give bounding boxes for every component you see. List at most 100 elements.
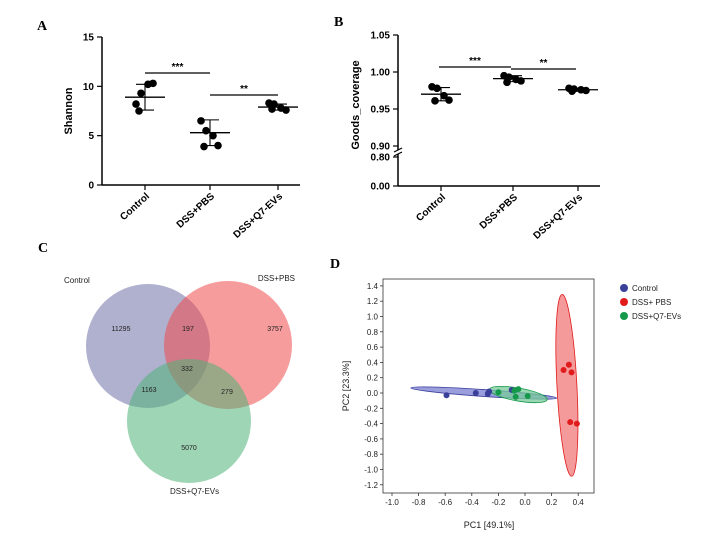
y-tick-label: -0.4 xyxy=(364,420,378,429)
data-point xyxy=(440,91,448,100)
data-point xyxy=(445,96,453,104)
data-point xyxy=(524,393,531,400)
x-axis-title: PC1 [49.1%] xyxy=(464,520,515,530)
data-point xyxy=(200,142,208,151)
x-tick-label: -0.8 xyxy=(412,498,426,507)
data-point xyxy=(573,420,580,427)
data-point xyxy=(282,106,290,114)
x-tick-label: -0.6 xyxy=(438,498,452,507)
data-point xyxy=(503,78,511,87)
x-tick-label: 0.0 xyxy=(519,498,531,507)
x-tick-label: -1.0 xyxy=(385,498,399,507)
x-tick-label: 0.2 xyxy=(546,498,558,507)
data-point xyxy=(495,389,502,396)
y-tick-label: 1.0 xyxy=(367,313,379,322)
venn-region-count: 3757 xyxy=(267,326,283,333)
data-point xyxy=(517,77,525,85)
y-tick-label: 5 xyxy=(88,131,94,142)
data-point xyxy=(214,141,222,150)
data-point xyxy=(202,126,210,135)
confidence-ellipse xyxy=(555,294,579,477)
y-tick-label: -1.0 xyxy=(364,466,378,475)
y-tick-label: 0.0 xyxy=(367,389,379,398)
legend-swatch xyxy=(620,312,628,320)
y-tick-label: 0 xyxy=(88,181,94,192)
y-tick-label: 0.6 xyxy=(367,343,379,352)
legend: Control DSS+ PBS DSS+Q7-EVs xyxy=(620,284,681,321)
venn-set-label: DSS+PBS xyxy=(258,274,295,283)
data-point xyxy=(431,97,439,105)
y-tick-label: 0.95 xyxy=(371,105,391,116)
y-tick-label: 10 xyxy=(83,82,95,93)
y-tick-label: 0.80 xyxy=(371,153,391,164)
axis-break-mark xyxy=(393,147,403,153)
data-point xyxy=(443,392,450,399)
venn-circle xyxy=(127,359,251,483)
venn-region-count: 332 xyxy=(181,366,193,373)
x-tick-label: -0.2 xyxy=(492,498,506,507)
y-tick-label: 0.4 xyxy=(367,358,379,367)
significance-label: *** xyxy=(469,56,481,67)
venn-region-count: 279 xyxy=(221,389,233,396)
y-tick-label: 1.2 xyxy=(367,297,379,306)
data-point xyxy=(512,393,519,400)
data-point xyxy=(486,388,493,395)
axis-break-mark xyxy=(393,151,403,157)
y-tick-label: 0.90 xyxy=(371,142,391,153)
venn-set-label: Control xyxy=(64,276,90,285)
panel-letter-c: C xyxy=(38,241,48,256)
data-point xyxy=(268,105,276,113)
legend-swatch xyxy=(620,284,628,292)
legend-label: DSS+ PBS xyxy=(632,298,671,307)
significance-label: ** xyxy=(540,58,548,69)
legend-swatch xyxy=(620,298,628,306)
y-tick-label: -1.2 xyxy=(364,481,378,490)
data-point xyxy=(433,84,441,93)
y-axis-title: PC2 [23.3%] xyxy=(341,361,351,412)
data-point xyxy=(135,107,143,115)
x-tick-label: 0.4 xyxy=(573,498,585,507)
panel-letter-a: A xyxy=(37,19,48,34)
y-tick-label: 15 xyxy=(83,33,95,44)
data-point xyxy=(137,89,145,98)
y-tick-label: 0.00 xyxy=(371,182,391,193)
data-point xyxy=(582,86,590,95)
y-tick-label: -0.6 xyxy=(364,435,378,444)
data-point xyxy=(132,100,140,108)
panel-c-venn-diagram: Control DSS+PBS DSS+Q7-EVs 11295 3757 5070 197… xyxy=(64,274,295,496)
venn-region-count: 5070 xyxy=(181,445,197,452)
data-point xyxy=(560,367,567,374)
legend-label: DSS+Q7-EVs xyxy=(632,312,681,321)
legend-label: Control xyxy=(632,284,658,293)
y-tick-label: -0.2 xyxy=(364,404,378,413)
data-point xyxy=(515,386,522,393)
venn-region-count: 11295 xyxy=(112,326,131,333)
y-tick-label: -0.8 xyxy=(364,450,378,459)
venn-set-label: DSS+Q7-EVs xyxy=(170,487,219,496)
data-point xyxy=(567,419,574,426)
venn-region-count: 197 xyxy=(182,326,194,333)
data-point xyxy=(565,361,572,368)
data-point xyxy=(568,369,575,376)
y-tick-label: 1.00 xyxy=(371,68,391,79)
y-tick-label: 0.8 xyxy=(367,328,379,337)
panel-d-pca-plot: -1.0 -0.8 -0.6 -0.4 -0.2 0.0 0.2 0.4 -1.2 -1.0 -0.… xyxy=(341,278,681,530)
y-axis-title: Goods_coverage xyxy=(350,60,362,149)
x-tick-label: -0.4 xyxy=(465,498,479,507)
significance-label: ** xyxy=(240,84,248,95)
data-point xyxy=(472,390,479,396)
y-tick-label: 1.05 xyxy=(371,31,391,42)
venn-region-count: 1163 xyxy=(141,387,156,394)
plot-frame xyxy=(382,278,595,494)
y-axis-title: Shannon xyxy=(63,87,75,134)
data-point xyxy=(149,79,157,88)
y-tick-label: 0.2 xyxy=(367,374,379,383)
panel-letter-d: D xyxy=(330,257,340,272)
data-point xyxy=(568,87,576,96)
data-point xyxy=(197,117,205,125)
panel-letter-b: B xyxy=(334,15,343,30)
significance-label: *** xyxy=(172,62,184,73)
y-tick-label: 1.4 xyxy=(367,282,379,291)
